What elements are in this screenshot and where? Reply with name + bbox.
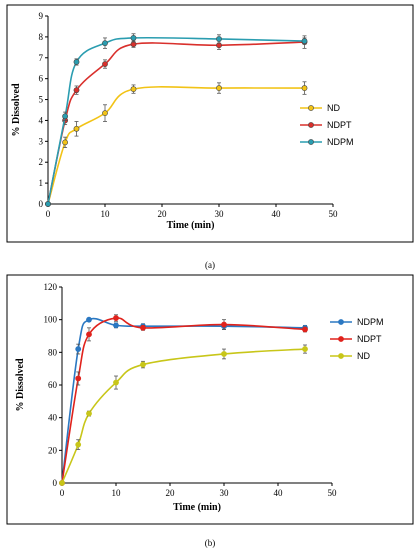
chart-a: 0 1 2 3 4 5 6 7 8 9 0 10 20 30 40 50 Time (min) % Dissolv… — [11, 11, 354, 231]
caption-a: (a) — [205, 260, 215, 270]
legend-label: ND — [357, 351, 370, 361]
legend-label: NDPT — [357, 334, 382, 344]
legend-label: NDPM — [357, 317, 384, 327]
y-tick-label: 20 — [48, 445, 58, 455]
x-tick-label: 10 — [112, 488, 122, 498]
caption-b: (b) — [205, 538, 216, 548]
data-point-ndpt — [102, 61, 108, 67]
data-point-ndpm — [102, 40, 108, 47]
data-point-nd — [86, 410, 92, 417]
legend-marker — [308, 122, 314, 128]
y-axis-label: % Dissolved — [15, 358, 26, 412]
panel-a-frame — [6, 4, 414, 243]
x-tick-label: 50 — [329, 209, 339, 219]
data-point-ndpm — [301, 38, 308, 44]
data-point-nd — [102, 110, 108, 117]
data-point-ndpm — [75, 346, 82, 352]
data-point-nd — [62, 139, 68, 146]
data-point-ndpm — [86, 316, 92, 323]
data-point-ndpt — [113, 315, 119, 321]
data-point-ndpt — [221, 321, 227, 328]
y-axis-label: % Dissolved — [11, 83, 22, 137]
chart-b: 0 20 40 60 80 100 120 0 10 20 30 40 50 Time (min) % Di… — [15, 282, 384, 513]
data-point-nd — [302, 346, 308, 352]
y-tick-label: 100 — [44, 315, 58, 325]
legend-label: NDPT — [327, 120, 352, 130]
x-tick-label: 40 — [274, 488, 284, 498]
data-point-ndpm — [130, 35, 137, 41]
y-tick-label: 3 — [39, 136, 44, 146]
data-point-ndpm — [62, 113, 68, 120]
data-point-ndpm — [113, 322, 119, 329]
y-tick-label: 5 — [39, 95, 44, 105]
data-point-nd — [221, 351, 227, 357]
x-tick-label: 30 — [220, 488, 230, 498]
data-point-ndpm — [216, 36, 222, 42]
y-tick-label: 0 — [53, 478, 58, 488]
series-line-nd — [47, 86, 305, 205]
data-point-nd — [216, 85, 222, 91]
legend-label: NDPM — [327, 137, 354, 147]
data-point-ndpt — [302, 326, 308, 333]
y-tick-label: 120 — [44, 282, 58, 292]
data-point-ndpm — [73, 59, 80, 65]
data-point-ndpt — [75, 375, 82, 382]
legend-label: ND — [327, 103, 340, 113]
y-tick-label: 9 — [39, 11, 44, 21]
data-point-nd — [113, 379, 119, 386]
x-tick-label: 10 — [101, 209, 111, 219]
x-axis-label: Time (min) — [167, 220, 215, 231]
data-point-ndpm — [45, 201, 51, 207]
y-tick-label: 1 — [39, 178, 44, 188]
data-point-nd — [75, 441, 82, 448]
data-point-ndpt — [140, 324, 146, 331]
x-tick-label: 0 — [46, 209, 51, 219]
y-tick-label: 8 — [39, 32, 44, 42]
x-tick-label: 40 — [272, 209, 282, 219]
series-line-ndpm — [47, 36, 305, 205]
panel-b-frame — [6, 274, 414, 525]
y-tick-label: 40 — [48, 413, 58, 423]
data-point-nd — [59, 480, 65, 486]
data-point-ndpt — [73, 87, 80, 94]
x-tick-label: 50 — [328, 488, 338, 498]
y-tick-label: 4 — [39, 115, 44, 125]
data-point-nd — [301, 85, 308, 91]
data-point-ndpt — [86, 331, 92, 338]
data-point-nd — [73, 125, 80, 132]
series-line-nd — [61, 348, 306, 484]
legend-marker — [308, 105, 314, 111]
data-point-nd — [140, 361, 146, 368]
legend-marker — [338, 319, 344, 325]
y-tick-label: 0 — [39, 199, 44, 209]
y-tick-label: 7 — [39, 53, 44, 63]
y-tick-label: 6 — [39, 74, 44, 84]
x-tick-label: 30 — [215, 209, 225, 219]
legend-marker — [338, 336, 344, 342]
data-point-nd — [130, 86, 137, 93]
y-tick-label: 60 — [48, 380, 58, 390]
x-tick-label: 0 — [60, 488, 65, 498]
x-tick-label: 20 — [166, 488, 176, 498]
y-tick-label: 80 — [48, 347, 58, 357]
y-tick-label: 2 — [39, 157, 44, 167]
legend-marker — [338, 353, 344, 359]
x-axis-label: Time (min) — [173, 502, 221, 513]
legend-marker — [308, 139, 314, 145]
x-tick-label: 20 — [158, 209, 168, 219]
